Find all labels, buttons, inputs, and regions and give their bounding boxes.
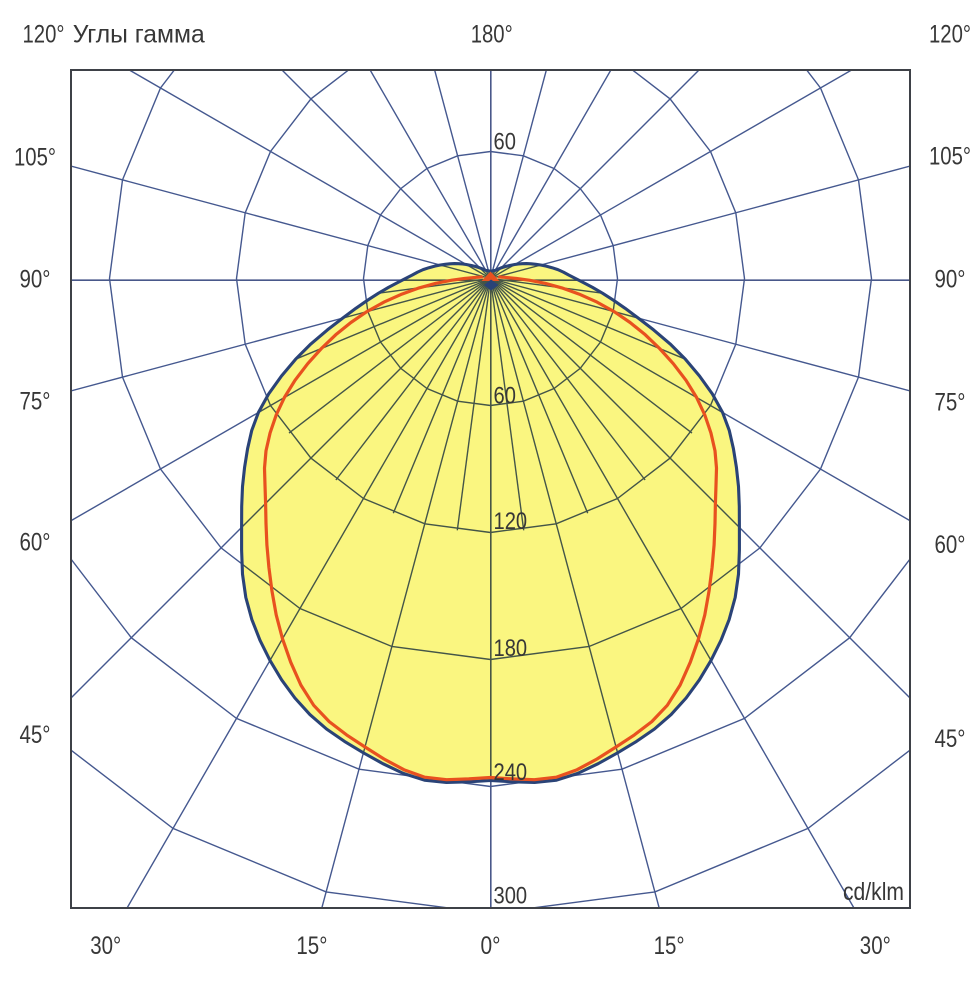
svg-text:120°: 120° (929, 21, 971, 49)
svg-text:90°: 90° (20, 266, 51, 294)
svg-text:45°: 45° (20, 721, 51, 749)
svg-text:75°: 75° (935, 389, 966, 417)
svg-text:30°: 30° (90, 932, 121, 960)
svg-text:120°: 120° (23, 21, 65, 49)
svg-text:15°: 15° (296, 932, 327, 960)
svg-text:90°: 90° (935, 266, 966, 294)
svg-text:180°: 180° (471, 21, 513, 49)
svg-text:60°: 60° (20, 529, 51, 557)
svg-text:45°: 45° (935, 725, 966, 753)
svg-text:120: 120 (494, 508, 528, 535)
svg-text:75°: 75° (20, 388, 51, 416)
svg-text:Углы гамма: Углы гамма (73, 21, 205, 49)
svg-text:60: 60 (494, 383, 516, 410)
svg-text:cd/klm: cd/klm (843, 878, 904, 906)
svg-text:60°: 60° (935, 531, 966, 559)
svg-text:30°: 30° (860, 932, 891, 960)
svg-text:0°: 0° (481, 932, 501, 960)
svg-text:105°: 105° (14, 143, 56, 171)
svg-text:60: 60 (494, 129, 516, 156)
svg-text:105°: 105° (929, 142, 971, 170)
svg-text:15°: 15° (654, 932, 685, 960)
svg-text:240: 240 (494, 759, 528, 786)
svg-text:180: 180 (494, 635, 528, 662)
svg-text:300: 300 (494, 883, 528, 910)
